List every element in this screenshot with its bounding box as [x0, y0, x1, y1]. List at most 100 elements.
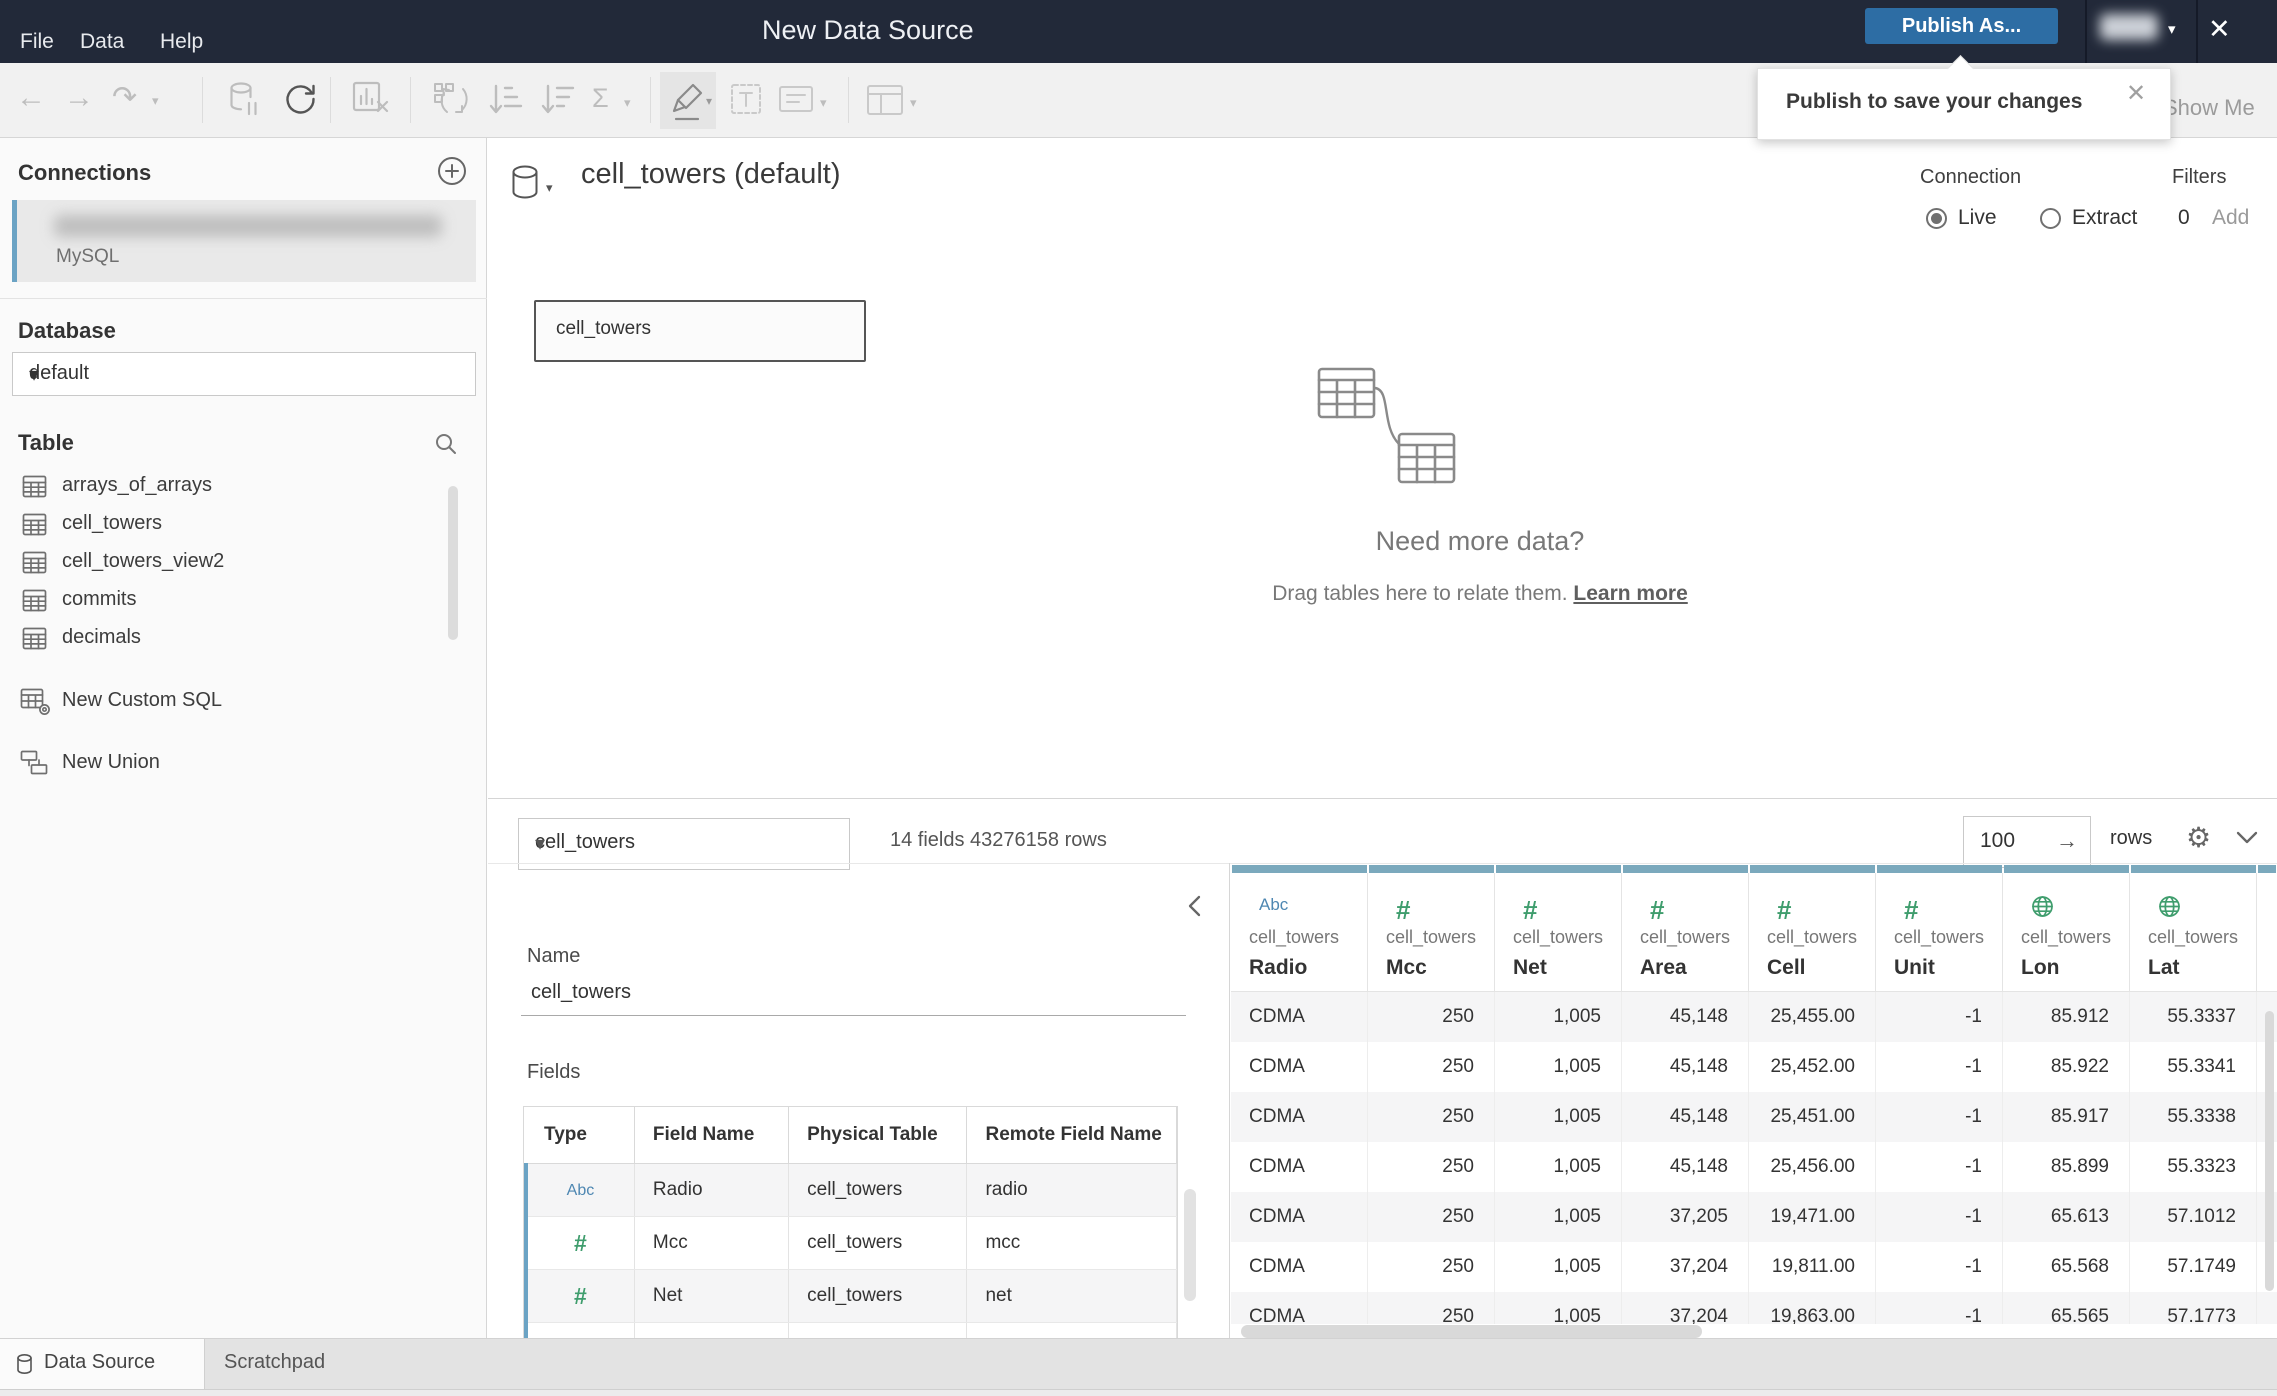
fields-cell: cell_towers	[788, 1216, 968, 1270]
menu-file[interactable]: File	[20, 30, 54, 53]
sidebar-table-cell_towers_view2[interactable]: cell_towers_view2	[0, 544, 470, 582]
fields-row-Radio[interactable]: Abc Radio cell_towers radio	[524, 1163, 1177, 1217]
table-node-cell-towers[interactable]: cell_towers	[534, 300, 866, 362]
publish-as-button[interactable]: Publish As...	[1865, 8, 2058, 44]
filters-label: Filters	[2172, 166, 2227, 188]
redo-icon[interactable]: →	[64, 81, 94, 114]
table-list-scrollbar[interactable]	[448, 486, 458, 640]
menu-help[interactable]: Help	[160, 30, 204, 53]
fit-icon[interactable]	[778, 85, 814, 118]
fields-column-header[interactable]: Remote Field Name	[966, 1107, 1177, 1164]
grid-row: CDMA 250 1,005 37,204 19,811.00 -1 65.568 57.17…	[1231, 1242, 2277, 1292]
grid-column-Net[interactable]: # cell_towers Net	[1495, 865, 1622, 992]
column-field-label: Mcc	[1386, 956, 1427, 979]
grid-header-row: Abc cell_towers Radio # cell_towers Mcc …	[1231, 865, 2277, 992]
sidebar-table-decimals[interactable]: decimals	[0, 620, 470, 658]
grid-cell: CDMA	[1231, 992, 1368, 1042]
empty-state-text: Drag tables here to relate them.	[1272, 582, 1574, 605]
fields-table-scrollbar[interactable]	[1184, 1189, 1196, 1301]
user-menu-caret-icon[interactable]: ▾	[2168, 21, 2176, 38]
swap-rows-columns-icon[interactable]	[432, 81, 472, 124]
grid-column-Unit[interactable]: # cell_towers Unit	[1876, 865, 2003, 992]
grid-horizontal-scrollbar[interactable]	[1241, 1325, 1702, 1338]
text-label-icon[interactable]	[730, 83, 762, 120]
string-type-icon: Abc	[524, 1163, 635, 1217]
totals-icon[interactable]: Σ	[592, 83, 609, 113]
menu-data[interactable]: Data	[80, 30, 125, 53]
chevron-down-icon: ▾	[29, 364, 40, 386]
preview-table-select[interactable]: cell_towers ▾	[518, 818, 850, 870]
filters-add-link[interactable]: Add	[2212, 206, 2250, 229]
grid-cell: 1,005	[1495, 1092, 1622, 1142]
grid-cell: CDMA	[1231, 1242, 1368, 1292]
fields-cell: Net	[634, 1269, 790, 1323]
table-item-label: decimals	[62, 626, 141, 648]
tab-scratchpad[interactable]: Scratchpad	[205, 1339, 605, 1389]
toolbar-separator	[202, 77, 203, 123]
grid-cell: 65.613	[2003, 1192, 2130, 1242]
user-account-chip[interactable]	[2100, 14, 2158, 40]
table-grid-icon	[22, 589, 47, 617]
fit-caret-icon[interactable]: ▾	[820, 95, 827, 110]
name-input[interactable]: cell_towers	[531, 981, 632, 1003]
grid-column-Mcc[interactable]: # cell_towers Mcc	[1368, 865, 1495, 992]
grid-column-Lat[interactable]: cell_towers Lat	[2130, 865, 2257, 992]
datasource-caret-icon[interactable]: ▾	[546, 180, 553, 195]
grid-vertical-scrollbar[interactable]	[2265, 1011, 2274, 1291]
rows-count-value: 100	[1980, 829, 2016, 852]
show-cards-icon[interactable]	[866, 84, 904, 121]
grid-cell: 85.917	[2003, 1092, 2130, 1142]
gear-icon[interactable]: ⚙	[2186, 822, 2212, 853]
sidebar-table-arrays_of_arrays[interactable]: arrays_of_arrays	[0, 468, 470, 506]
extract-label[interactable]: Extract	[2072, 206, 2138, 229]
collapse-metadata-chevron-icon[interactable]	[1188, 895, 1201, 922]
live-radio[interactable]	[1926, 208, 1947, 229]
fields-column-header[interactable]: Physical Table	[788, 1107, 968, 1164]
grid-column-Lon[interactable]: cell_towers Lon	[2003, 865, 2130, 992]
datasource-cylinder-icon[interactable]	[510, 164, 540, 205]
sort-descending-icon[interactable]	[540, 81, 576, 122]
close-icon[interactable]: ✕	[2208, 14, 2231, 44]
add-connection-icon[interactable]	[437, 156, 467, 191]
undo-icon[interactable]: ←	[16, 81, 46, 114]
grid-cell: 55.3338	[2130, 1092, 2257, 1142]
connection-item[interactable]: MySQL	[12, 200, 476, 282]
sidebar-table-cell_towers[interactable]: cell_towers	[0, 506, 470, 544]
sort-ascending-icon[interactable]	[488, 81, 524, 122]
highlight-button[interactable]: ▾	[660, 72, 716, 129]
grid-cell: 19,811.00	[1749, 1242, 1876, 1292]
extract-radio[interactable]	[2040, 208, 2061, 229]
refresh-icon[interactable]	[282, 81, 318, 122]
fields-cell: Radio	[634, 1163, 790, 1217]
fields-row-Net[interactable]: # Net cell_towers net	[524, 1269, 1177, 1323]
grid-column-Radio[interactable]: Abc cell_towers Radio	[1231, 865, 1368, 992]
live-label[interactable]: Live	[1958, 206, 1997, 229]
collapse-panel-chevron-icon[interactable]	[2236, 831, 2258, 849]
tooltip-close-icon[interactable]: ✕	[2126, 80, 2147, 107]
fields-column-header[interactable]: Type	[526, 1107, 635, 1164]
replay-icon[interactable]: ↷	[112, 81, 138, 114]
totals-caret-icon[interactable]: ▾	[624, 95, 631, 110]
grid-column-Area[interactable]: # cell_towers Area	[1622, 865, 1749, 992]
sidebar-table-commits[interactable]: commits	[0, 582, 470, 620]
fields-column-header[interactable]: Field Name	[634, 1107, 790, 1164]
search-icon[interactable]	[434, 432, 458, 461]
column-accent-bar	[1232, 865, 1367, 873]
show-me-button[interactable]: Show Me	[2163, 95, 2255, 120]
column-field-label: Area	[1640, 956, 1687, 979]
learn-more-link[interactable]: Learn more	[1573, 582, 1688, 605]
apply-rows-icon[interactable]: →	[2056, 828, 2078, 853]
new-union-button[interactable]: New Union	[0, 745, 470, 785]
new-custom-sql-button[interactable]: New Custom SQL	[0, 683, 470, 723]
replay-caret-icon[interactable]: ▾	[152, 93, 159, 108]
database-select[interactable]: default ▾	[12, 352, 476, 396]
fields-cell: radio	[966, 1163, 1177, 1217]
clear-sheet-icon[interactable]	[352, 81, 390, 122]
tab-data-source[interactable]: Data Source	[0, 1339, 205, 1389]
show-cards-caret-icon[interactable]: ▾	[910, 95, 917, 110]
rows-count-input[interactable]: 100 →	[1963, 816, 2091, 868]
grid-cell: -1	[1876, 1142, 2003, 1192]
pause-updates-icon[interactable]	[228, 81, 262, 124]
fields-row-Mcc[interactable]: # Mcc cell_towers mcc	[524, 1216, 1177, 1270]
grid-column-Cell[interactable]: # cell_towers Cell	[1749, 865, 1876, 992]
